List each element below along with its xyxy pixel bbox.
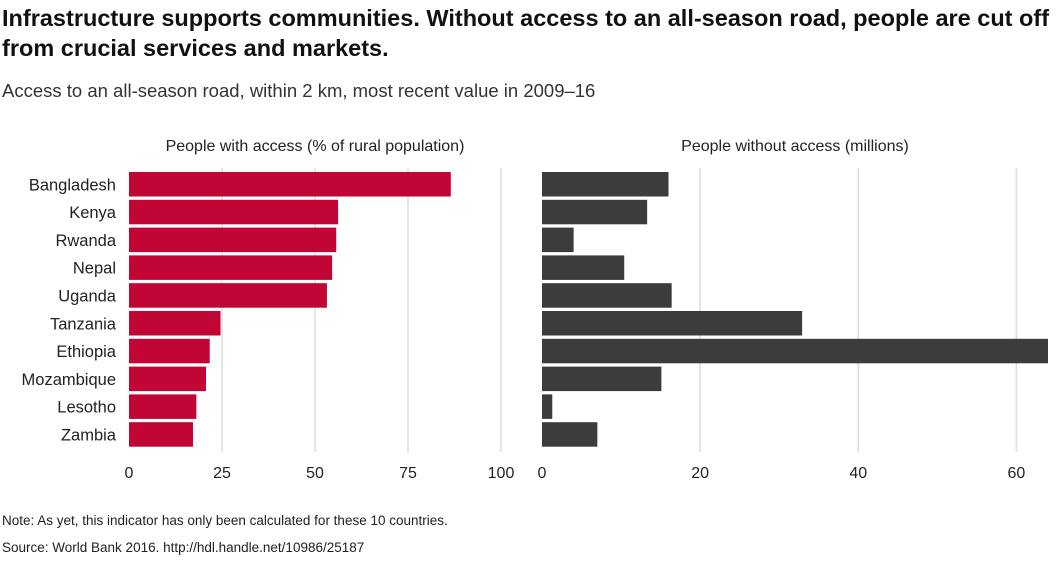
category-label: Nepal: [73, 260, 116, 278]
right-tick-label: 40: [849, 465, 867, 482]
right-bar-kenya: [542, 199, 648, 225]
category-label: Kenya: [69, 204, 117, 222]
chart-source: Source: World Bank 2016. http://hdl.hand…: [2, 540, 365, 555]
left-bar-zambia: [129, 422, 193, 447]
left-bar-rwanda: [129, 227, 337, 253]
left-bar-kenya: [129, 199, 339, 225]
left-tick-label: 0: [125, 465, 134, 482]
right-tick-label: 0: [538, 465, 547, 482]
chart-note: Note: As yet, this indicator has only be…: [2, 513, 448, 528]
right-bar-rwanda: [542, 227, 574, 253]
chart-title: Infrastructure supports communities. Wit…: [2, 5, 1050, 61]
left-bar-tanzania: [129, 311, 221, 336]
left-tick-label: 100: [488, 465, 515, 482]
left-bar-uganda: [129, 283, 327, 308]
left-bar-ethiopia: [129, 338, 210, 364]
left-bar-mozambique: [129, 366, 207, 392]
category-label: Rwanda: [55, 232, 116, 250]
right-bar-lesotho: [542, 394, 553, 419]
category-label: Tanzania: [50, 315, 117, 333]
right-bar-zambia: [542, 422, 598, 447]
left-tick-label: 75: [399, 465, 417, 482]
left-tick-label: 50: [306, 465, 324, 482]
category-label: Mozambique: [22, 371, 116, 389]
category-label: Ethiopia: [56, 343, 116, 361]
left-bar-bangladesh: [129, 172, 451, 197]
right-bar-bangladesh: [542, 172, 669, 197]
left-bar-lesotho: [129, 394, 197, 419]
right-bar-ethiopia: [542, 338, 1048, 364]
category-label: Bangladesh: [29, 176, 116, 194]
chart-subtitle: Access to an all-season road, within 2 k…: [2, 80, 596, 101]
left-tick-label: 25: [213, 465, 231, 482]
category-label: Uganda: [58, 287, 117, 305]
category-label: Lesotho: [57, 399, 116, 417]
right-bar-tanzania: [542, 311, 803, 336]
right-tick-label: 20: [691, 465, 709, 482]
right-panel-title: People without access (millions): [681, 138, 909, 155]
right-tick-label: 60: [1007, 465, 1025, 482]
category-label: Zambia: [61, 426, 117, 444]
left-bar-nepal: [129, 255, 333, 280]
right-bar-nepal: [542, 255, 625, 280]
right-bar-uganda: [542, 283, 672, 308]
left-panel-title: People with access (% of rural populatio…: [165, 138, 465, 155]
right-bar-mozambique: [542, 366, 662, 392]
